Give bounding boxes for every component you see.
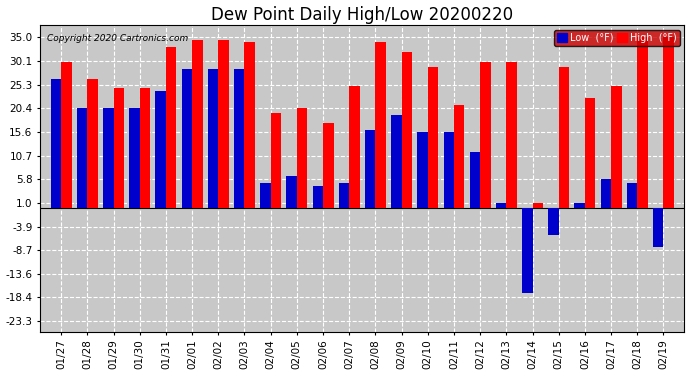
Bar: [611, 86, 622, 208]
Bar: [103, 108, 114, 208]
Bar: [480, 62, 491, 208]
Bar: [166, 47, 177, 208]
Bar: [129, 108, 139, 208]
Bar: [559, 66, 569, 208]
Bar: [155, 91, 166, 208]
Bar: [313, 186, 323, 208]
Bar: [208, 69, 218, 208]
Bar: [391, 115, 402, 208]
Bar: [444, 132, 454, 208]
Bar: [638, 37, 648, 208]
Bar: [218, 40, 229, 208]
Bar: [323, 123, 333, 208]
Bar: [627, 183, 638, 208]
Bar: [470, 152, 480, 208]
Bar: [522, 208, 533, 293]
Title: Dew Point Daily High/Low 20200220: Dew Point Daily High/Low 20200220: [211, 6, 513, 24]
Bar: [549, 208, 559, 234]
Bar: [506, 62, 517, 208]
Bar: [664, 37, 674, 208]
Legend: Low  (°F), High  (°F): Low (°F), High (°F): [554, 30, 680, 46]
Bar: [496, 203, 506, 208]
Bar: [575, 203, 585, 208]
Bar: [417, 132, 428, 208]
Text: Copyright 2020 Cartronics.com: Copyright 2020 Cartronics.com: [47, 34, 188, 44]
Bar: [454, 105, 464, 208]
Bar: [88, 79, 98, 208]
Bar: [192, 40, 203, 208]
Bar: [600, 178, 611, 208]
Bar: [234, 69, 244, 208]
Bar: [339, 183, 349, 208]
Bar: [50, 79, 61, 208]
Bar: [260, 183, 270, 208]
Bar: [653, 208, 664, 247]
Bar: [402, 52, 412, 208]
Bar: [533, 203, 543, 208]
Bar: [244, 42, 255, 208]
Bar: [349, 86, 359, 208]
Bar: [181, 69, 192, 208]
Bar: [585, 98, 595, 208]
Bar: [297, 108, 307, 208]
Bar: [139, 88, 150, 208]
Bar: [375, 42, 386, 208]
Bar: [114, 88, 124, 208]
Bar: [365, 130, 375, 208]
Bar: [286, 176, 297, 208]
Bar: [428, 66, 438, 208]
Bar: [77, 108, 88, 208]
Bar: [61, 62, 72, 208]
Bar: [270, 113, 281, 208]
